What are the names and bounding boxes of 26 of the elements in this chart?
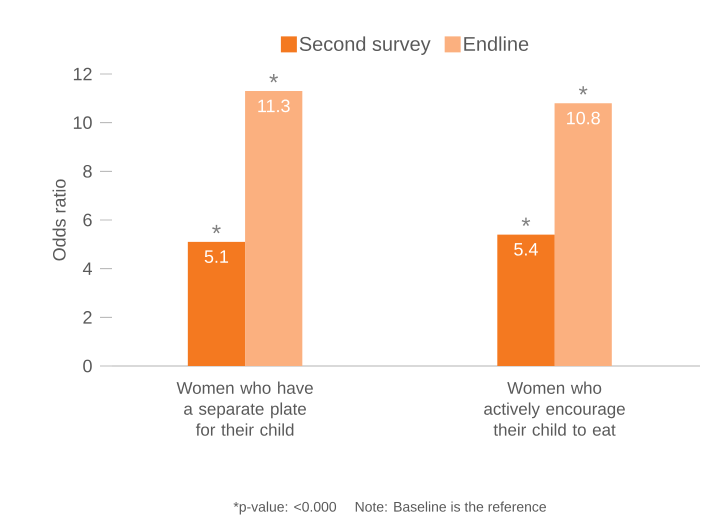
text: Note: Baseline is the reference [356,501,546,512]
data-label: 5.4 [514,243,538,256]
annotation: * [269,74,278,82]
annotation: * [578,86,588,95]
x-tick-label: Women who actively encourage their child to eat [484,382,625,436]
y-axis-title: Odds ratio [52,179,66,261]
data-label: 11.3 [258,100,290,112]
annotation: * [212,224,221,234]
legend-label: Endline [464,36,528,51]
text: *p-value: <0.000 [234,501,336,514]
data-label: 5.1 [204,250,228,263]
x-tick-label: Women who have a separate plate for their child [176,382,313,436]
y-tick-label: 8 [83,164,92,178]
y-tick-label: 10 [74,116,92,130]
bar [554,103,612,366]
annotation: * [522,218,530,226]
y-tick-label: 2 [83,311,92,324]
y-tick-label: 4 [82,262,92,275]
bar [497,234,555,366]
bar [188,242,246,366]
data-label: 10.8 [567,112,600,124]
y-tick-label: 12 [74,68,92,80]
bar [245,91,302,366]
legend-label: Second survey [300,36,431,55]
y-tick-label: 0 [83,360,92,372]
y-tick-label: 6 [83,214,92,226]
